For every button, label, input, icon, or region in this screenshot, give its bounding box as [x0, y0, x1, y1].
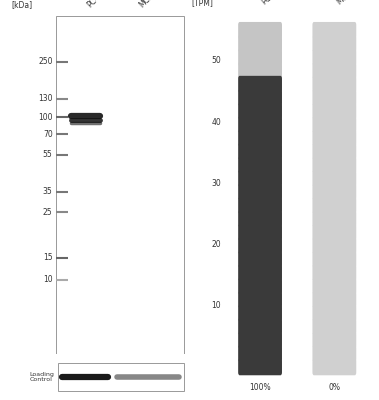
- Text: 100: 100: [38, 113, 53, 122]
- FancyBboxPatch shape: [238, 76, 282, 92]
- FancyBboxPatch shape: [238, 278, 282, 294]
- FancyBboxPatch shape: [238, 36, 282, 52]
- FancyBboxPatch shape: [238, 184, 282, 200]
- Text: [kDa]: [kDa]: [11, 0, 32, 9]
- FancyBboxPatch shape: [312, 238, 356, 254]
- Text: PC-3: PC-3: [260, 0, 279, 7]
- FancyBboxPatch shape: [238, 224, 282, 241]
- FancyBboxPatch shape: [238, 89, 282, 106]
- Text: 10: 10: [211, 301, 221, 310]
- FancyBboxPatch shape: [312, 116, 356, 133]
- FancyBboxPatch shape: [238, 103, 282, 120]
- FancyBboxPatch shape: [238, 49, 282, 66]
- Text: 0%: 0%: [328, 383, 340, 392]
- FancyBboxPatch shape: [238, 238, 282, 254]
- FancyBboxPatch shape: [312, 76, 356, 92]
- FancyBboxPatch shape: [312, 305, 356, 322]
- Text: 130: 130: [38, 94, 53, 103]
- FancyBboxPatch shape: [312, 197, 356, 214]
- Text: 250: 250: [38, 57, 53, 66]
- FancyBboxPatch shape: [312, 291, 356, 308]
- FancyBboxPatch shape: [312, 103, 356, 120]
- FancyBboxPatch shape: [312, 251, 356, 268]
- FancyBboxPatch shape: [312, 89, 356, 106]
- Text: 35: 35: [43, 187, 53, 196]
- FancyBboxPatch shape: [238, 116, 282, 133]
- FancyBboxPatch shape: [312, 62, 356, 79]
- FancyBboxPatch shape: [238, 210, 282, 227]
- Text: Loading
Control: Loading Control: [30, 372, 54, 382]
- Text: MCF-7: MCF-7: [137, 0, 160, 9]
- FancyBboxPatch shape: [312, 264, 356, 281]
- FancyBboxPatch shape: [312, 278, 356, 294]
- Text: 100%: 100%: [249, 383, 271, 392]
- FancyBboxPatch shape: [238, 251, 282, 268]
- Text: High: High: [76, 368, 94, 376]
- Text: PC-3: PC-3: [85, 0, 104, 9]
- FancyBboxPatch shape: [312, 49, 356, 66]
- FancyBboxPatch shape: [238, 157, 282, 173]
- FancyBboxPatch shape: [312, 130, 356, 146]
- Text: MCF-7: MCF-7: [334, 0, 359, 7]
- FancyBboxPatch shape: [238, 264, 282, 281]
- Text: 55: 55: [43, 150, 53, 159]
- FancyBboxPatch shape: [238, 332, 282, 348]
- Text: 70: 70: [43, 130, 53, 139]
- FancyBboxPatch shape: [238, 143, 282, 160]
- FancyBboxPatch shape: [238, 22, 282, 39]
- FancyBboxPatch shape: [58, 363, 184, 391]
- FancyBboxPatch shape: [312, 184, 356, 200]
- FancyBboxPatch shape: [312, 332, 356, 348]
- FancyBboxPatch shape: [312, 157, 356, 173]
- FancyBboxPatch shape: [312, 22, 356, 39]
- Text: 50: 50: [211, 56, 221, 65]
- Text: RNA
[TPM]: RNA [TPM]: [191, 0, 213, 7]
- FancyBboxPatch shape: [312, 143, 356, 160]
- Text: 30: 30: [211, 179, 221, 188]
- FancyBboxPatch shape: [238, 130, 282, 146]
- FancyBboxPatch shape: [238, 345, 282, 362]
- FancyBboxPatch shape: [312, 170, 356, 187]
- FancyBboxPatch shape: [56, 16, 184, 354]
- FancyBboxPatch shape: [312, 36, 356, 52]
- FancyBboxPatch shape: [238, 305, 282, 322]
- Text: 20: 20: [211, 240, 221, 249]
- Text: 40: 40: [211, 118, 221, 127]
- FancyBboxPatch shape: [312, 345, 356, 362]
- Text: 15: 15: [43, 253, 53, 262]
- FancyBboxPatch shape: [238, 170, 282, 187]
- FancyBboxPatch shape: [312, 224, 356, 241]
- FancyBboxPatch shape: [238, 318, 282, 335]
- FancyBboxPatch shape: [312, 318, 356, 335]
- Text: 25: 25: [43, 208, 53, 216]
- FancyBboxPatch shape: [312, 359, 356, 375]
- FancyBboxPatch shape: [238, 359, 282, 375]
- FancyBboxPatch shape: [238, 197, 282, 214]
- Text: Low: Low: [130, 368, 145, 376]
- Text: 10: 10: [43, 275, 53, 284]
- FancyBboxPatch shape: [238, 291, 282, 308]
- FancyBboxPatch shape: [238, 62, 282, 79]
- FancyBboxPatch shape: [312, 210, 356, 227]
